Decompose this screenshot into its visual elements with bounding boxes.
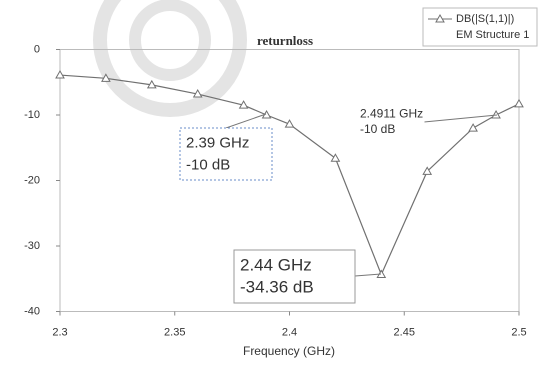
x-tick-label: 2.4 <box>282 326 297 338</box>
y-tick-label: -40 <box>24 305 40 317</box>
x-tick-label: 2.45 <box>394 326 415 338</box>
point-marker <box>331 154 339 161</box>
y-tick-label: -10 <box>24 109 40 121</box>
legend-label: EM Structure 1 <box>456 29 529 41</box>
watermark <box>100 0 240 110</box>
x-tick-label: 2.5 <box>511 326 526 338</box>
annotation-leader <box>355 274 381 276</box>
annotation-text: 2.39 GHz <box>186 135 249 152</box>
annotation-text: -10 dB <box>360 122 395 136</box>
x-tick-label: 2.35 <box>164 326 185 338</box>
point-marker <box>56 71 64 78</box>
chart: returnloss Frequency (GHz) DB(|S(1,1)|) … <box>0 0 543 367</box>
legend-label: DB(|S(1,1)|) <box>456 13 514 25</box>
point-marker <box>492 111 500 118</box>
annotation-text: -34.36 dB <box>240 278 314 297</box>
annotation-text: -10 dB <box>186 156 230 173</box>
annotation-leader <box>226 114 266 128</box>
annotation-text: 2.4911 GHz <box>360 106 423 120</box>
x-axis-label: Frequency (GHz) <box>243 344 335 358</box>
y-tick-label: -30 <box>24 240 40 252</box>
point-marker <box>515 100 523 107</box>
chart-title: returnloss <box>257 33 313 48</box>
y-tick-label: -20 <box>24 174 40 186</box>
watermark <box>135 5 205 75</box>
y-tick-label: 0 <box>34 43 40 55</box>
x-tick-label: 2.3 <box>52 326 67 338</box>
annotation-text: 2.44 GHz <box>240 255 312 274</box>
point-marker <box>469 124 477 131</box>
